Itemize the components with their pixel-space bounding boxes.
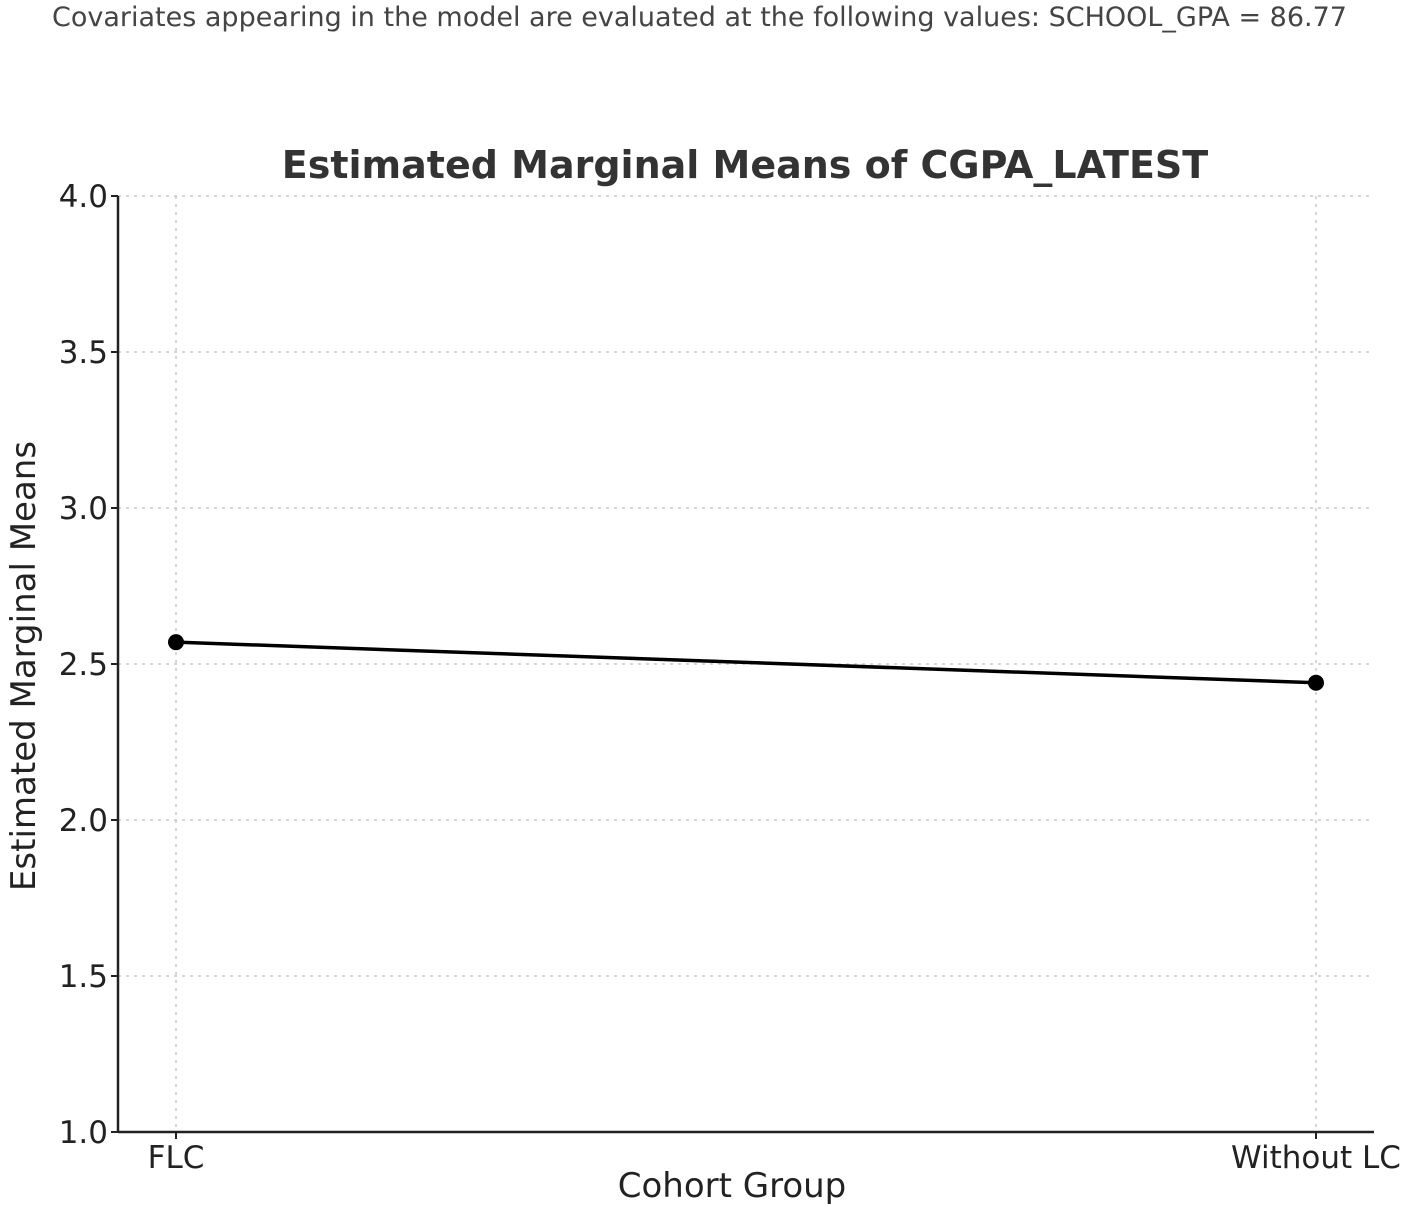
y-tick-label: 2.5 <box>59 647 108 683</box>
y-tick-label: 2.0 <box>59 803 108 839</box>
series-line <box>175 640 1317 685</box>
y-tick-label: 1.0 <box>59 1115 108 1151</box>
x-tick-label: Without LC <box>1231 1140 1401 1176</box>
y-tick-label: 1.5 <box>59 959 108 995</box>
data-point <box>168 634 184 651</box>
covariates-note: Covariates appearing in the model are ev… <box>52 2 1347 33</box>
grid <box>118 195 1374 1132</box>
tick-labels: 1.0 1.5 2.0 2.5 3.0 3.5 4.0 FLC Without LC <box>59 179 1401 1176</box>
y-tick-label: 3.0 <box>59 491 108 527</box>
x-tick-label: FLC <box>148 1140 205 1176</box>
y-tick-label: 4.0 <box>59 179 108 215</box>
y-axis-title: Estimated Marginal Means <box>4 441 44 891</box>
axes <box>111 195 1374 1139</box>
data-point <box>1308 674 1324 691</box>
series <box>168 634 1324 691</box>
y-tick-label: 3.5 <box>59 335 108 371</box>
x-axis-title: Cohort Group <box>618 1166 847 1206</box>
chart-title: Estimated Marginal Means of CGPA_LATEST <box>282 143 1209 187</box>
